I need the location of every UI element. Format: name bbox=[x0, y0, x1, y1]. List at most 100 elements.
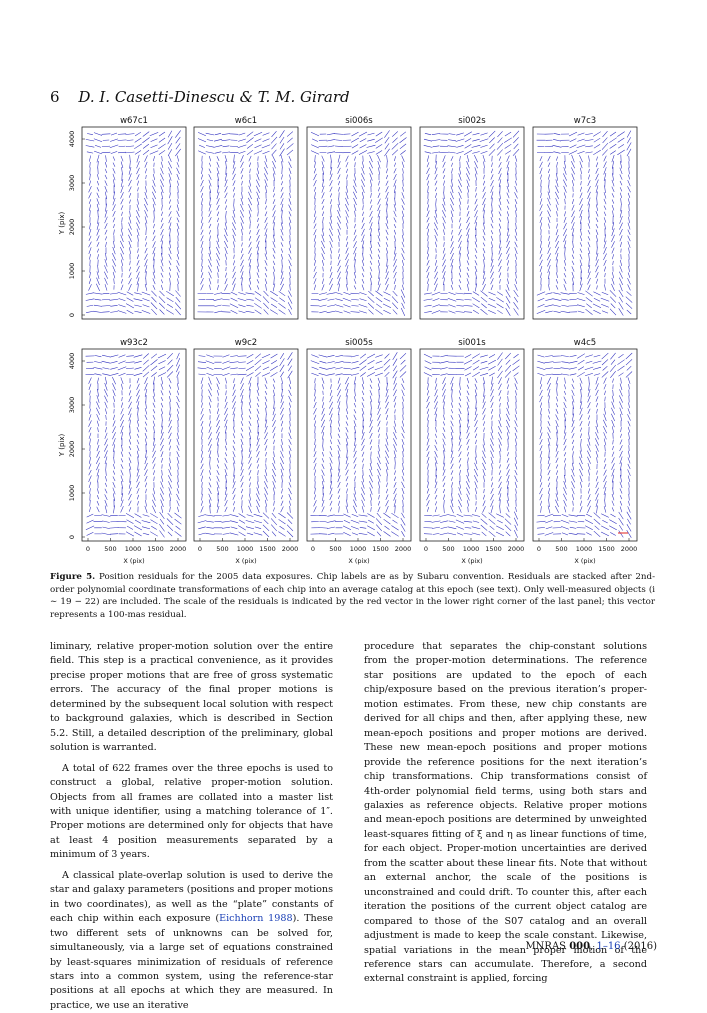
panel-frame bbox=[532, 126, 638, 320]
vector-path bbox=[197, 130, 294, 315]
panel-label: w7c3 bbox=[574, 116, 596, 126]
x-tick-label: 1500 bbox=[598, 545, 615, 553]
x-tick-label: 500 bbox=[555, 545, 567, 553]
figure-caption-text: Position residuals for the 2005 data exp… bbox=[50, 572, 655, 620]
y-tick-label: 3000 bbox=[68, 175, 76, 192]
residual-vectors bbox=[85, 352, 182, 538]
left-paragraph-2: A total of 622 frames over the three epo… bbox=[50, 762, 333, 861]
running-authors: D. I. Casetti-Dinescu & T. M. Girard bbox=[78, 88, 350, 106]
left-column: liminary, relative proper-motion solutio… bbox=[50, 640, 333, 1013]
x-tick-label: 0 bbox=[311, 545, 315, 553]
x-tick-label: 2000 bbox=[508, 545, 525, 553]
vector-path bbox=[536, 352, 633, 538]
panel-label: w93c2 bbox=[120, 338, 148, 348]
x-tick-label: 500 bbox=[329, 545, 341, 553]
journal-volume: 000 bbox=[569, 941, 591, 952]
vector-path bbox=[536, 130, 633, 316]
y-tick-label: 1000 bbox=[68, 485, 76, 502]
left-paragraph-3-part-a: A classical plate-overlap solution is us… bbox=[50, 869, 334, 925]
y-tick-label: 4000 bbox=[68, 131, 76, 148]
x-tick-label: 0 bbox=[86, 545, 90, 553]
x-tick-label: 2000 bbox=[395, 545, 412, 553]
vector-path bbox=[85, 130, 182, 316]
journal-year: (2016) bbox=[623, 941, 657, 952]
vector-path bbox=[423, 130, 520, 316]
y-axis-label: Y (pix) bbox=[58, 433, 66, 457]
figure-label: Figure 5. bbox=[50, 572, 96, 582]
y-tick-label: 3000 bbox=[68, 397, 76, 414]
panel-label: w4c5 bbox=[574, 338, 596, 348]
x-tick-label: 500 bbox=[104, 545, 116, 553]
x-axis-label: X (pix) bbox=[235, 557, 256, 565]
panel-frame bbox=[306, 126, 412, 320]
x-axis-label: X (pix) bbox=[574, 557, 595, 565]
left-paragraph-1: liminary, relative proper-motion solutio… bbox=[50, 641, 333, 754]
x-tick-label: 0 bbox=[424, 545, 428, 553]
left-paragraph-3: A classical plate-overlap solution is us… bbox=[50, 869, 333, 1013]
x-tick-label: 1500 bbox=[259, 545, 276, 553]
panel-frame bbox=[419, 348, 525, 542]
vector-path bbox=[310, 352, 407, 537]
x-axis-label: X (pix) bbox=[123, 557, 144, 565]
figure-caption: Figure 5. Position residuals for the 200… bbox=[50, 571, 655, 621]
x-tick-label: 2000 bbox=[282, 545, 299, 553]
right-column: procedure that separates the chip-consta… bbox=[364, 640, 647, 987]
x-tick-label: 500 bbox=[442, 545, 454, 553]
x-tick-label: 1000 bbox=[463, 545, 480, 553]
y-tick-label: 0 bbox=[68, 313, 76, 317]
x-tick-label: 0 bbox=[198, 545, 202, 553]
y-tick-label: 4000 bbox=[68, 353, 76, 370]
panel-label: si002s bbox=[458, 116, 486, 126]
y-tick-label: 2000 bbox=[68, 219, 76, 236]
residual-vectors bbox=[536, 352, 633, 538]
page-footer: MNRAS 000, 1–16 (2016) bbox=[525, 941, 657, 952]
vector-path bbox=[85, 352, 182, 538]
y-axis-label: Y (pix) bbox=[58, 211, 66, 235]
residual-vectors bbox=[310, 352, 407, 537]
x-axis-label: X (pix) bbox=[348, 557, 369, 565]
y-tick-label: 1000 bbox=[68, 263, 76, 280]
right-paragraph-1: procedure that separates the chip-consta… bbox=[364, 641, 647, 985]
residual-vectors bbox=[85, 130, 182, 316]
running-header: 6 D. I. Casetti-Dinescu & T. M. Girard bbox=[50, 88, 350, 106]
panel-frame bbox=[193, 348, 299, 542]
residual-vectors bbox=[423, 130, 520, 316]
x-tick-label: 2000 bbox=[621, 545, 638, 553]
residual-vectors bbox=[310, 130, 407, 317]
panel-label: si006s bbox=[345, 116, 373, 126]
citation-eichhorn-1988[interactable]: Eichhorn 1988 bbox=[219, 913, 293, 925]
page-range-link[interactable]: 1–16 bbox=[596, 941, 621, 952]
panel-frame bbox=[193, 126, 299, 320]
x-tick-label: 1000 bbox=[350, 545, 367, 553]
panel-label: w9c2 bbox=[235, 338, 257, 348]
residual-vectors bbox=[197, 352, 294, 538]
y-tick-label: 2000 bbox=[68, 441, 76, 458]
panel-frame bbox=[81, 348, 187, 542]
x-tick-label: 2000 bbox=[170, 545, 187, 553]
x-tick-label: 1000 bbox=[125, 545, 142, 553]
figure-5-residual-maps: w67c1 0 1000 2000 3000 4000 Y (pix) w6c1 si006s s… bbox=[58, 116, 638, 565]
residual-vectors bbox=[423, 352, 520, 538]
panel-label: w6c1 bbox=[235, 116, 257, 126]
x-tick-label: 1500 bbox=[485, 545, 502, 553]
panel-label: w67c1 bbox=[120, 116, 148, 126]
vector-path bbox=[423, 352, 520, 538]
x-axis-label: X (pix) bbox=[461, 557, 482, 565]
x-tick-label: 0 bbox=[537, 545, 541, 553]
vector-path bbox=[310, 130, 407, 317]
panel-label: si001s bbox=[458, 338, 486, 348]
residual-vectors bbox=[536, 130, 633, 316]
x-tick-label: 1500 bbox=[372, 545, 389, 553]
panel-label: si005s bbox=[345, 338, 373, 348]
x-tick-label: 1000 bbox=[237, 545, 254, 553]
y-tick-label: 0 bbox=[68, 535, 76, 539]
page-number: 6 bbox=[50, 88, 60, 106]
journal-name: MNRAS bbox=[525, 941, 567, 952]
x-tick-label: 1000 bbox=[576, 545, 593, 553]
panel-frame bbox=[532, 348, 638, 542]
left-paragraph-3-part-b: ). These two different sets of unknowns … bbox=[50, 913, 333, 1011]
vector-path bbox=[197, 352, 294, 538]
x-tick-label: 1500 bbox=[147, 545, 164, 553]
x-tick-label: 500 bbox=[216, 545, 228, 553]
residual-vectors bbox=[197, 130, 294, 315]
